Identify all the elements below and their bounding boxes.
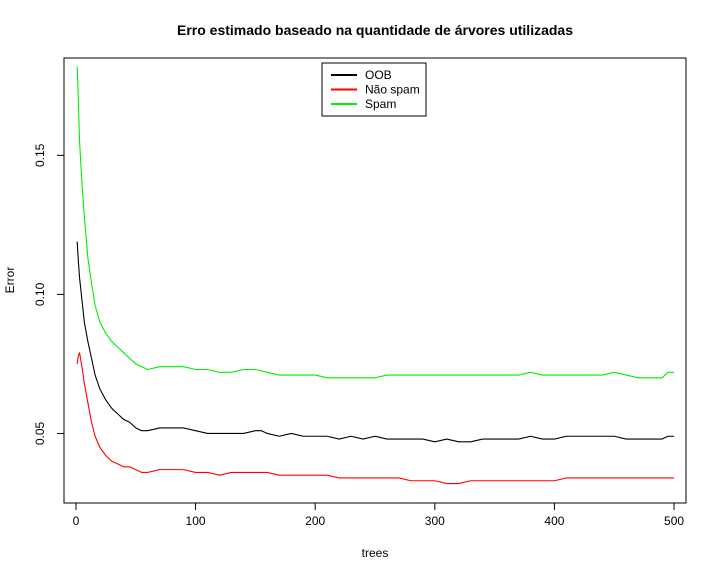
chart-title: Erro estimado baseado na quantidade de á… [177,22,573,38]
y-axis-label: Error [3,267,17,294]
x-tick-label: 500 [664,514,684,528]
legend-label-nao-spam: Não spam [365,83,420,97]
y-tick-label: 0.15 [33,143,47,167]
series-line-nao-spam [76,352,675,485]
x-tick-label: 300 [425,514,445,528]
y-tick-label: 0.05 [33,421,47,445]
series-line-oob [76,241,675,443]
x-tick-label: 100 [186,514,206,528]
series-line-spam [76,66,675,379]
x-axis-label: trees [362,546,389,560]
y-tick-label: 0.10 [33,282,47,306]
x-tick-label: 0 [73,514,80,528]
legend-label-spam: Spam [365,97,396,111]
legend-label-oob: OOB [365,68,392,82]
series-layer [76,66,675,485]
x-tick-label: 200 [305,514,325,528]
y-axis: 0.05 0.10 0.15 [33,143,65,445]
x-axis: 0 100 200 300 400 500 [73,502,684,528]
x-tick-label: 400 [544,514,564,528]
